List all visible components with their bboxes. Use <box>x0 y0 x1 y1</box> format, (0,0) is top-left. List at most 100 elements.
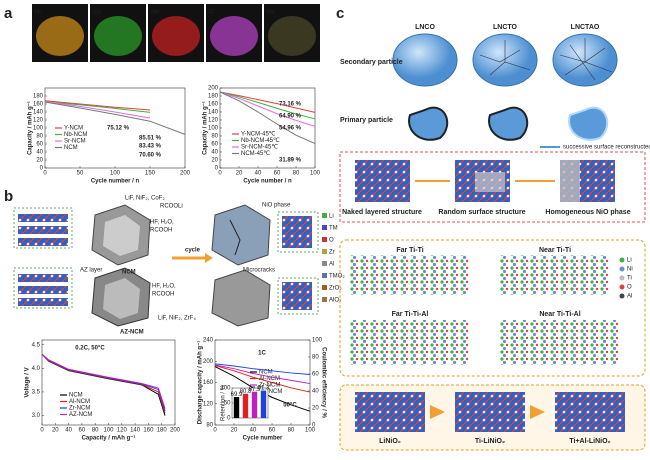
legend-swatch <box>619 284 625 290</box>
y-tick-label: 80 <box>206 423 213 429</box>
schematic-label: HF, H₂O, <box>152 284 176 290</box>
series-line <box>214 363 311 376</box>
series-line <box>41 353 166 409</box>
inset-bar <box>242 393 249 418</box>
layer-legend: successive surface reconstructed layer <box>563 145 650 151</box>
y-tick-label: 160 <box>203 380 214 386</box>
y-tick-label: 80 <box>36 134 43 140</box>
x-axis-label: Cycle number / n <box>243 179 292 185</box>
legend-label: Y-NCM-45℃ <box>241 132 276 138</box>
series-line <box>44 101 151 119</box>
y-tick-label: 40 <box>36 150 43 156</box>
y-tick-label: 20 <box>36 158 43 164</box>
x-tick-label: 100 <box>305 428 316 434</box>
inset-bar <box>260 390 267 418</box>
legend-swatch <box>322 273 327 278</box>
element-signal <box>94 16 142 56</box>
legend-label: Y-NCM <box>64 126 83 132</box>
annotation: 73.16 % <box>279 102 302 108</box>
structure-label: Naked layered structure <box>342 209 422 216</box>
structure-label: Random surface structure <box>438 209 525 216</box>
series-line <box>44 101 151 113</box>
element-map <box>264 4 320 62</box>
x-tick-label: 160 <box>143 428 154 434</box>
phase-label: Ti-LiNiO₂ <box>475 438 505 445</box>
element-name: Nb <box>267 10 275 16</box>
element-name: Mn <box>151 10 159 16</box>
legend-label: NCM-45℃ <box>241 151 270 157</box>
x-tick-label: 180 <box>157 428 168 434</box>
legend-label: AZ-NCM <box>259 389 282 395</box>
series-line <box>219 91 316 120</box>
legend-label: Al <box>329 262 334 268</box>
x-tick-label: 40 <box>250 428 257 434</box>
legend-label: Al-NCM <box>259 376 280 382</box>
legend-swatch <box>619 257 625 263</box>
schematic-label: RCOOLi <box>160 204 183 210</box>
panel-label: b <box>4 188 13 205</box>
y-tick-label: 140 <box>208 110 219 116</box>
particles <box>339 33 646 451</box>
legend-label: Sr-NCM <box>64 139 86 145</box>
annotation: 75.12 % <box>107 126 130 132</box>
legend-label: Nb-NCM-45℃ <box>241 138 280 144</box>
schematic-label: RCOOH <box>150 228 172 234</box>
y-tick-label: 240 <box>203 338 214 344</box>
y-tick-label: 0 <box>40 166 44 172</box>
series-line <box>219 91 316 145</box>
legend-label: NCM <box>259 370 273 376</box>
legend-swatch <box>619 266 625 272</box>
y-tick-label: 200 <box>203 359 214 365</box>
series-line <box>41 353 166 411</box>
element-name: Co <box>93 10 101 16</box>
y-tick-label: 120 <box>33 118 44 124</box>
x-tick-label: 20 <box>52 428 59 434</box>
inset-y-tick-label: 0 <box>227 416 231 422</box>
x-tick-label: 60 <box>274 171 281 177</box>
charts: 0 50 100 150 200020406080100120140160180Cycl… <box>25 86 327 442</box>
phase-label: Ti+Al-LiNiO₂ <box>569 438 610 445</box>
y-axis-label: Discharge capacity / mAh g⁻¹ <box>197 341 204 425</box>
x-tick-label: 0 <box>218 171 222 177</box>
x-axis-label: Cycle number <box>243 436 283 442</box>
annotation: 64.90 % <box>279 114 302 120</box>
x-tick-label: 80 <box>288 428 295 434</box>
element-signal <box>210 16 258 56</box>
series-line <box>44 100 151 111</box>
x-tick-label: 0 <box>40 428 44 434</box>
panel-c-labels: LNCO LNCTO LNCTAO Secondary particle Primary… <box>340 24 650 445</box>
schematic-label: LiF, NiF₂, CoF₂ <box>125 196 165 202</box>
legend-label: TMO₂ <box>329 274 345 280</box>
x-tick-label: 60 <box>269 428 276 434</box>
x-tick-label: 200 <box>170 428 181 434</box>
inset-bar <box>233 397 240 418</box>
plot-frame <box>41 339 176 426</box>
y-tick-label: 180 <box>33 94 44 100</box>
legend-swatch <box>322 285 327 290</box>
particle-label: LNCTO <box>493 24 518 31</box>
series-line <box>41 353 166 414</box>
schematic-labels: LiF, NiF₂, CoF₂ RCOOLi HF, H₂O, RCOOH NCM cyc… <box>80 196 345 336</box>
legend-label: Sr-NCM-45℃ <box>241 145 278 151</box>
phase-label: LiNiO₂ <box>379 438 401 445</box>
x-tick-label: 40 <box>255 171 262 177</box>
x-tick-label: 0 <box>213 428 217 434</box>
legend-label: Zr-NCM <box>69 406 90 412</box>
y-tick-label: 180 <box>208 94 219 100</box>
legend-swatch <box>619 293 625 299</box>
y-axis-label: Capacity / mAh g⁻¹ <box>27 101 34 155</box>
annotation: 85.51 % <box>139 136 162 142</box>
schematic <box>13 204 319 327</box>
legend-label: AZ-NCM <box>69 412 92 418</box>
y-tick-label: 4.5 <box>32 342 41 348</box>
x-axis-label: Capacity / mAh g⁻¹ <box>82 435 136 442</box>
annotation: 54.96 % <box>279 126 302 132</box>
annotation: 83.43 % <box>139 144 162 150</box>
legend-swatch <box>322 237 327 242</box>
annotation: 1C <box>258 351 266 357</box>
legend-swatch <box>322 249 327 254</box>
y-axis-label: Voltage / V <box>25 367 31 397</box>
y2-tick-label: 60 <box>312 372 319 378</box>
y-tick-label: 3.0 <box>32 413 41 419</box>
annotation: 0.2C, 50°C <box>75 346 105 352</box>
